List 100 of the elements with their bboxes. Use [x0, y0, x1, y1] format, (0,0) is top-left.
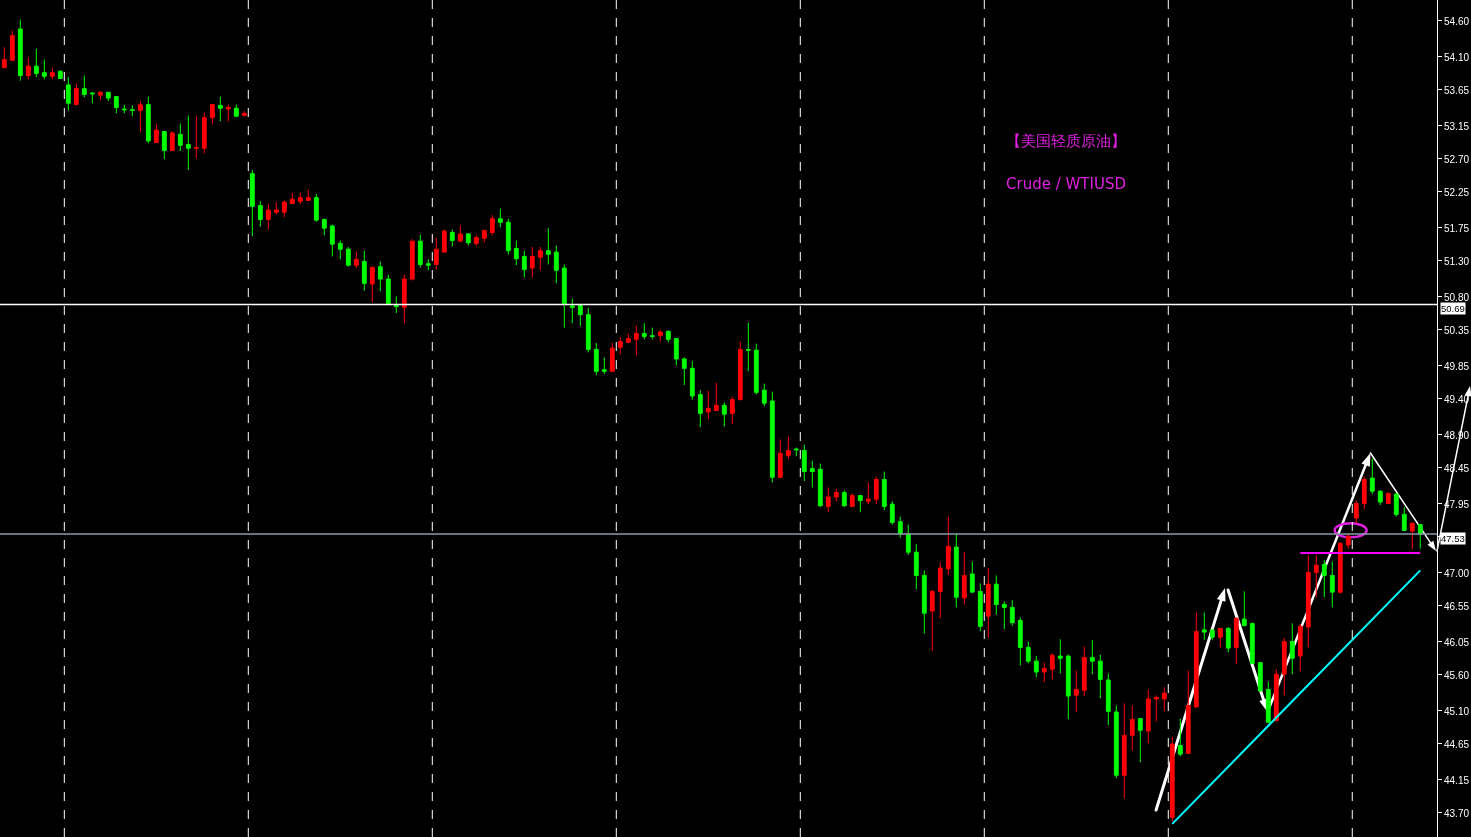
candlestick	[241, 110, 247, 117]
candlestick	[1065, 654, 1071, 720]
candlestick	[609, 342, 615, 372]
candlestick	[433, 237, 439, 271]
candlestick	[1001, 601, 1007, 630]
candlestick	[49, 67, 55, 80]
candlestick	[33, 48, 39, 78]
candlestick	[769, 391, 775, 483]
candlestick	[1137, 718, 1143, 763]
candlestick	[905, 524, 911, 556]
candlestick	[617, 336, 623, 356]
candlestick	[521, 250, 527, 279]
candlestick	[713, 382, 719, 412]
candlestick	[393, 295, 399, 314]
candlestick	[401, 274, 407, 324]
y-tick-label: 50.80	[1444, 291, 1470, 303]
candlestick	[329, 224, 335, 257]
candlestick	[169, 131, 175, 151]
candlestick	[345, 246, 351, 268]
candlestick	[1217, 627, 1223, 648]
candlestick	[545, 227, 551, 265]
candlestick	[649, 327, 655, 340]
candlestick	[193, 115, 199, 159]
candlestick	[353, 250, 359, 269]
y-tick-label: 45.60	[1444, 669, 1470, 681]
candlestick	[1201, 611, 1207, 641]
candlestick	[1033, 655, 1039, 678]
candlestick	[1161, 686, 1167, 712]
candlestick	[321, 218, 327, 236]
candlestick	[489, 214, 495, 236]
candlestick	[89, 91, 95, 104]
candlestick	[361, 250, 367, 292]
y-tick-label: 53.65	[1444, 84, 1470, 96]
candlestick	[1345, 533, 1351, 550]
candlestick	[209, 104, 215, 125]
candlestick	[593, 342, 599, 376]
candlestick	[185, 115, 191, 171]
candlestick	[497, 208, 503, 228]
candlestick	[97, 91, 103, 101]
candlestick	[201, 112, 207, 154]
candlestick	[481, 229, 487, 244]
candlestick	[153, 123, 159, 143]
candlestick	[1041, 662, 1047, 683]
candlestick	[921, 569, 927, 635]
candlestick	[817, 463, 823, 508]
candlestick	[865, 481, 871, 505]
candlestick	[417, 234, 423, 268]
candlestick	[233, 104, 239, 118]
candlestick	[641, 322, 647, 340]
candlestick	[633, 325, 639, 356]
candlestick	[1145, 689, 1151, 744]
candlestick	[969, 561, 975, 593]
candlestick	[57, 69, 63, 79]
candlestick	[313, 193, 319, 223]
candlestick	[553, 245, 559, 284]
y-tick-label: 44.65	[1444, 738, 1470, 750]
candlestick	[1361, 476, 1367, 510]
candlestick	[1321, 559, 1327, 598]
candlestick	[689, 360, 695, 401]
candlestick	[137, 100, 143, 133]
candlestick	[337, 239, 343, 260]
candlestick	[697, 389, 703, 428]
y-tick-label: 49.85	[1444, 360, 1470, 372]
candlestick	[1113, 704, 1119, 779]
candlestick	[1417, 524, 1423, 550]
candlestick	[857, 495, 863, 513]
candlestick	[385, 274, 391, 306]
candlestick	[177, 123, 183, 152]
candlestick	[705, 390, 711, 420]
candlestick	[377, 261, 383, 292]
candlestick	[961, 551, 967, 605]
candlestick	[849, 492, 855, 508]
candlestick	[449, 229, 455, 247]
candlestick	[793, 447, 799, 457]
candlestick	[257, 200, 263, 228]
candlestick	[601, 356, 607, 375]
candlestick	[913, 543, 919, 590]
candlestick	[289, 192, 295, 204]
candlestick	[841, 489, 847, 508]
candlestick	[1209, 629, 1215, 641]
candlestick	[73, 83, 79, 106]
candlestick	[297, 192, 303, 205]
y-tick-label: 51.30	[1444, 255, 1470, 267]
candlestick	[249, 169, 255, 237]
candlestick	[1185, 670, 1191, 754]
candlestick	[729, 396, 735, 425]
y-tick-label: 53.15	[1444, 121, 1470, 133]
annotation: Crude / WTIUSD	[1006, 175, 1126, 193]
candlestick	[273, 201, 279, 215]
candlestick	[1369, 457, 1375, 495]
candlestick	[1129, 704, 1135, 752]
candlestick	[1017, 617, 1023, 667]
candlestick	[425, 258, 431, 271]
candlestick	[1273, 668, 1279, 722]
candlestick	[1009, 599, 1015, 627]
candlestick	[457, 224, 463, 242]
candlestick	[1105, 673, 1111, 726]
candlestick	[577, 303, 583, 327]
candlestick	[657, 330, 663, 342]
candlestick	[1089, 639, 1095, 675]
